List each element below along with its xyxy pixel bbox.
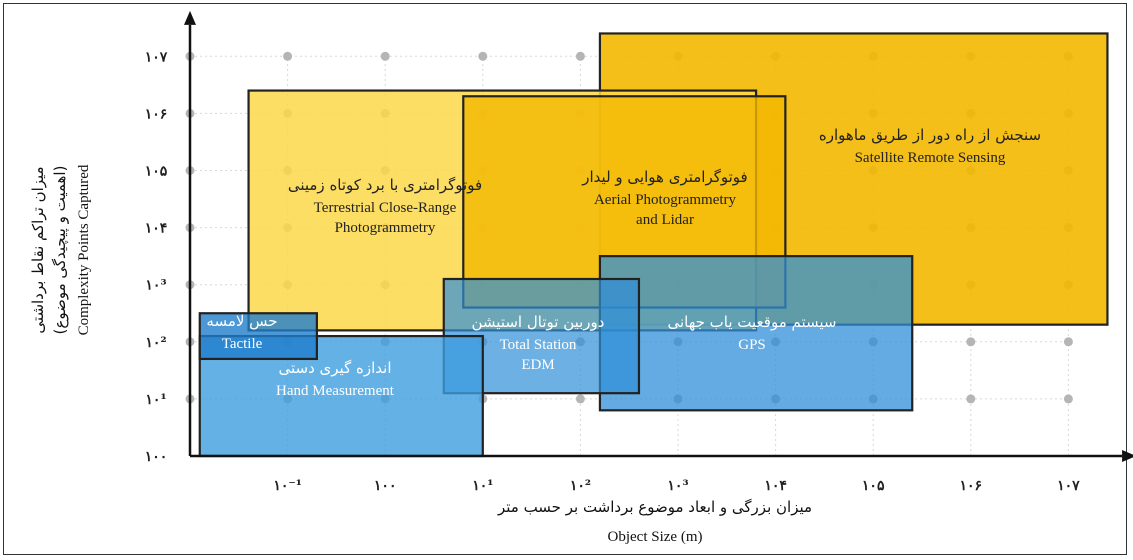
region-label-en-tactile: Tactile (222, 336, 263, 352)
region-label-gps: سیستم موقعیت یاب جهانی GPS (667, 313, 836, 353)
region-label-en-total-station: EDM (521, 357, 554, 373)
x-axis-title-fa: میزان بزرگی و ابعاد موضوع برداشت بر حسب … (497, 498, 812, 516)
region-label-en-gps: GPS (738, 337, 766, 353)
region-label-fa-aerial: فوتوگرامتری هوایی و لیدار (581, 168, 747, 186)
grid-dot (283, 51, 293, 61)
region-gps (598, 255, 914, 412)
region-label-satellite: سنجش از راه دور از طریق ماهواره Satellite… (819, 126, 1041, 166)
x-tick-label: ۱۰۶ (960, 478, 983, 494)
region-label-en-terrestrial: Photogrammetry (335, 220, 436, 236)
grid-dot (575, 51, 585, 61)
region-label-fa-terrestrial: فوتوگرامتری با برد کوتاه زمینی (288, 176, 482, 194)
y-axis-title-fa: میزان تراکم نقاط برداشتی (29, 166, 47, 333)
x-tick-label: ۱۰۷ (1057, 478, 1080, 494)
y-tick-label: ۱۰۰ (145, 449, 168, 465)
region-label-terrestrial: فوتوگرامتری با برد کوتاه زمینی Terrestria… (288, 176, 482, 236)
y-axis-subtitle-fa: (اهمیت و پیچیدگی موضوع) (51, 166, 70, 335)
grid-dot (478, 51, 488, 61)
y-tick-label: ۱۰۷ (145, 49, 168, 65)
x-tick-label: ۱۰⁻¹ (273, 478, 302, 494)
region-label-en-hand: Hand Measurement (276, 383, 395, 399)
region-label-aerial: فوتوگرامتری هوایی و لیدار Aerial Photogra… (581, 168, 747, 228)
region-label-fa-total-station: دوربین توتال استیشن (472, 313, 605, 331)
region-label-en-satellite: Satellite Remote Sensing (855, 150, 1006, 166)
y-tick-label: ۱۰۶ (145, 106, 168, 122)
x-axis-title: میزان بزرگی و ابعاد موضوع برداشت بر حسب … (497, 498, 812, 545)
region-label-fa-satellite: سنجش از راه دور از طریق ماهواره (819, 126, 1041, 144)
grid-dot (380, 51, 390, 61)
y-tick-label: ۱۰¹ (145, 392, 166, 408)
region-label-total-station: دوربین توتال استیشن Total Station EDM (472, 313, 605, 373)
grid-dot (966, 337, 976, 347)
region-tactile (198, 312, 318, 361)
y-tick-label: ۱۰۵ (145, 164, 168, 180)
region-label-tactile: حس لامسه Tactile (206, 312, 277, 352)
grid-dot (1063, 394, 1073, 404)
y-axis-title: میزان تراکم نقاط برداشتی (اهمیت و پیچیدگ… (29, 164, 92, 335)
region-label-fa-hand: اندازه گیری دستی (279, 359, 392, 377)
y-axis-title-en: Complexity Points Captured (76, 164, 92, 335)
x-axis-arrow (1122, 450, 1133, 462)
x-axis-title-en: Object Size (m) (608, 529, 703, 545)
region-label-en-aerial: and Lidar (636, 212, 694, 228)
region-label-en-total-station: Total Station (500, 337, 577, 353)
y-tick-label: ۱۰۴ (145, 221, 168, 237)
grid-dot (1063, 337, 1073, 347)
y-tick-label: ۱۰² (145, 335, 166, 351)
region-label-hand: اندازه گیری دستی Hand Measurement (276, 359, 395, 399)
y-tick-label: ۱۰³ (145, 278, 166, 294)
region-label-fa-gps: سیستم موقعیت یاب جهانی (667, 313, 836, 331)
y-axis-arrow (184, 10, 196, 25)
x-tick-label: ۱۰۰ (374, 478, 397, 494)
x-tick-label: ۱۰³ (667, 478, 688, 494)
x-tick-label: ۱۰۵ (862, 478, 885, 494)
grid-dot (966, 394, 976, 404)
chart-frame (3, 3, 1127, 555)
x-tick-label: ۱۰¹ (472, 478, 493, 494)
x-tick-label: ۱۰² (570, 478, 591, 494)
region-label-fa-tactile: حس لامسه (206, 312, 277, 330)
grid-dot (575, 394, 585, 404)
region-label-en-terrestrial: Terrestrial Close-Range (314, 200, 457, 216)
region-label-en-aerial: Aerial Photogrammetry (594, 192, 737, 208)
x-tick-label: ۱۰۴ (764, 478, 787, 494)
